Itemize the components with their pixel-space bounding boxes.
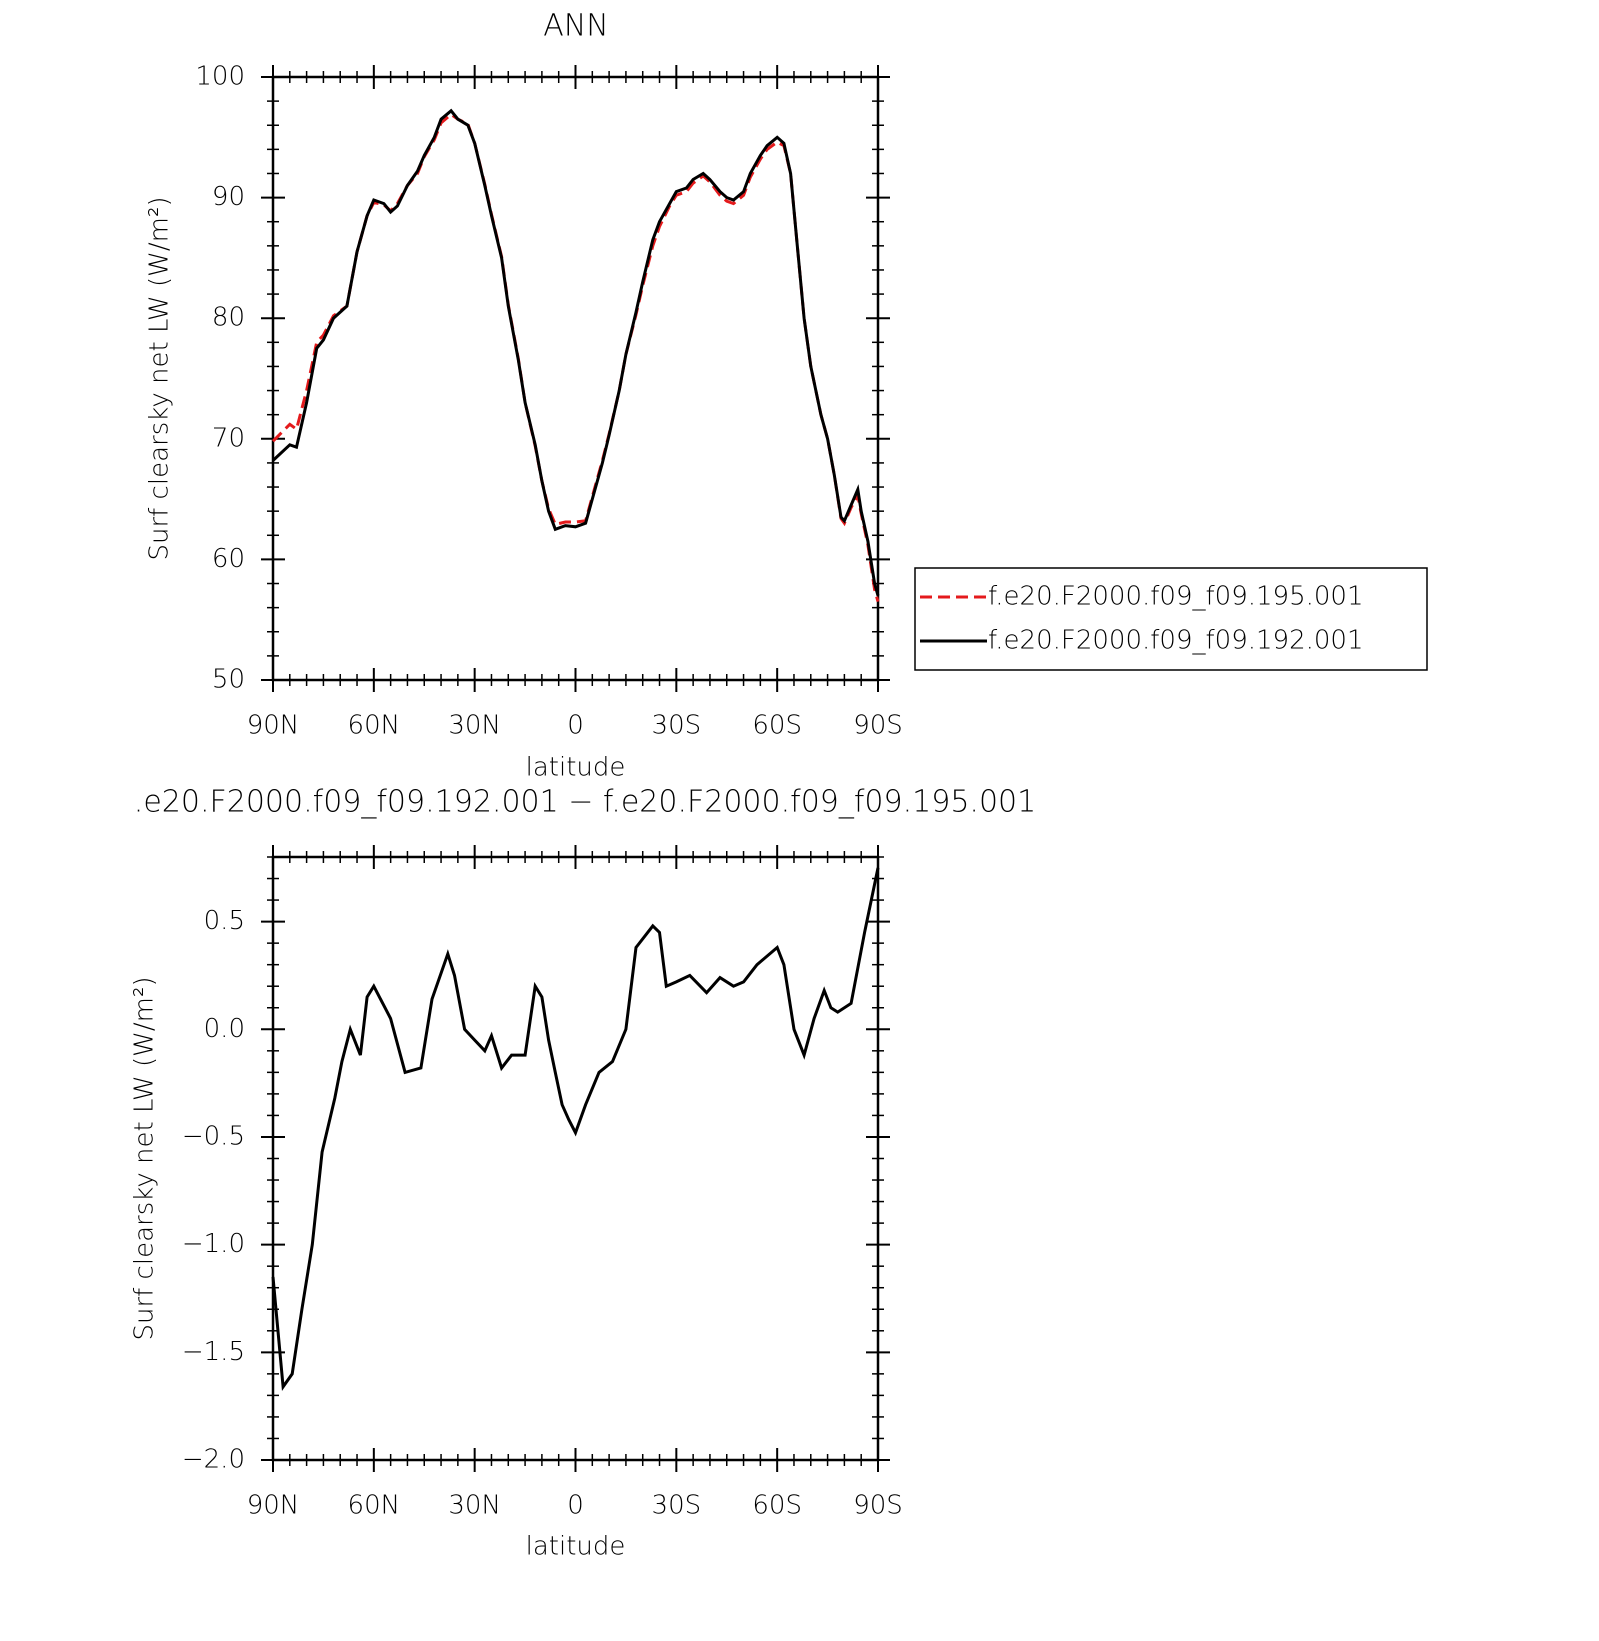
- y-tick-label: 80: [212, 303, 245, 333]
- x-tick-label: 30N: [448, 1491, 501, 1521]
- plot-frame: [271, 75, 880, 682]
- x-tick-label: 60N: [348, 711, 401, 741]
- x-axis-label: latitude: [526, 753, 626, 783]
- x-tick-label: 60N: [348, 1491, 401, 1521]
- x-tick-label: 90N: [247, 711, 300, 741]
- y-tick-label: 60: [212, 544, 245, 574]
- legend-label: f.e20.F2000.f09_f09.195.001: [988, 582, 1364, 612]
- y-tick-label: 0.0: [204, 1014, 245, 1044]
- y-tick-label: −1.5: [182, 1337, 245, 1367]
- plot-frame: [271, 855, 880, 1462]
- x-tick-label: 60S: [752, 711, 802, 741]
- y-tick-label: 0.5: [204, 906, 245, 936]
- legend-box: [914, 567, 1428, 671]
- y-axis-label: Surf clearsky net LW (W/m²): [145, 196, 175, 560]
- y-tick-label: −0.5: [182, 1121, 245, 1151]
- series-line: [271, 108, 880, 597]
- y-tick-label: 90: [212, 182, 245, 212]
- x-tick-label: 30S: [652, 711, 702, 741]
- legend-label: f.e20.F2000.f09_f09.192.001: [988, 626, 1364, 656]
- series-line: [271, 867, 880, 1391]
- x-tick-label: 30S: [652, 1491, 702, 1521]
- chart-title: .e20.F2000.f09_f09.192.001 − f.e20.F2000…: [134, 785, 1036, 820]
- series-line: [271, 112, 880, 603]
- y-tick-label: −2.0: [182, 1445, 245, 1475]
- x-axis-label: latitude: [526, 1532, 626, 1562]
- y-tick-label: 70: [212, 423, 245, 453]
- x-tick-label: 90S: [853, 1491, 903, 1521]
- x-tick-label: 0: [567, 1491, 584, 1521]
- y-tick-label: 50: [212, 665, 245, 695]
- x-tick-label: 0: [567, 711, 584, 741]
- x-tick-label: 90N: [247, 1491, 300, 1521]
- x-tick-label: 30N: [448, 711, 501, 741]
- y-axis-label: Surf clearsky net LW (W/m²): [130, 976, 160, 1340]
- x-tick-label: 90S: [853, 711, 903, 741]
- chart-title: ANN: [543, 9, 608, 44]
- y-tick-label: 100: [195, 62, 245, 92]
- x-tick-label: 60S: [752, 1491, 802, 1521]
- y-tick-label: −1.0: [182, 1229, 245, 1259]
